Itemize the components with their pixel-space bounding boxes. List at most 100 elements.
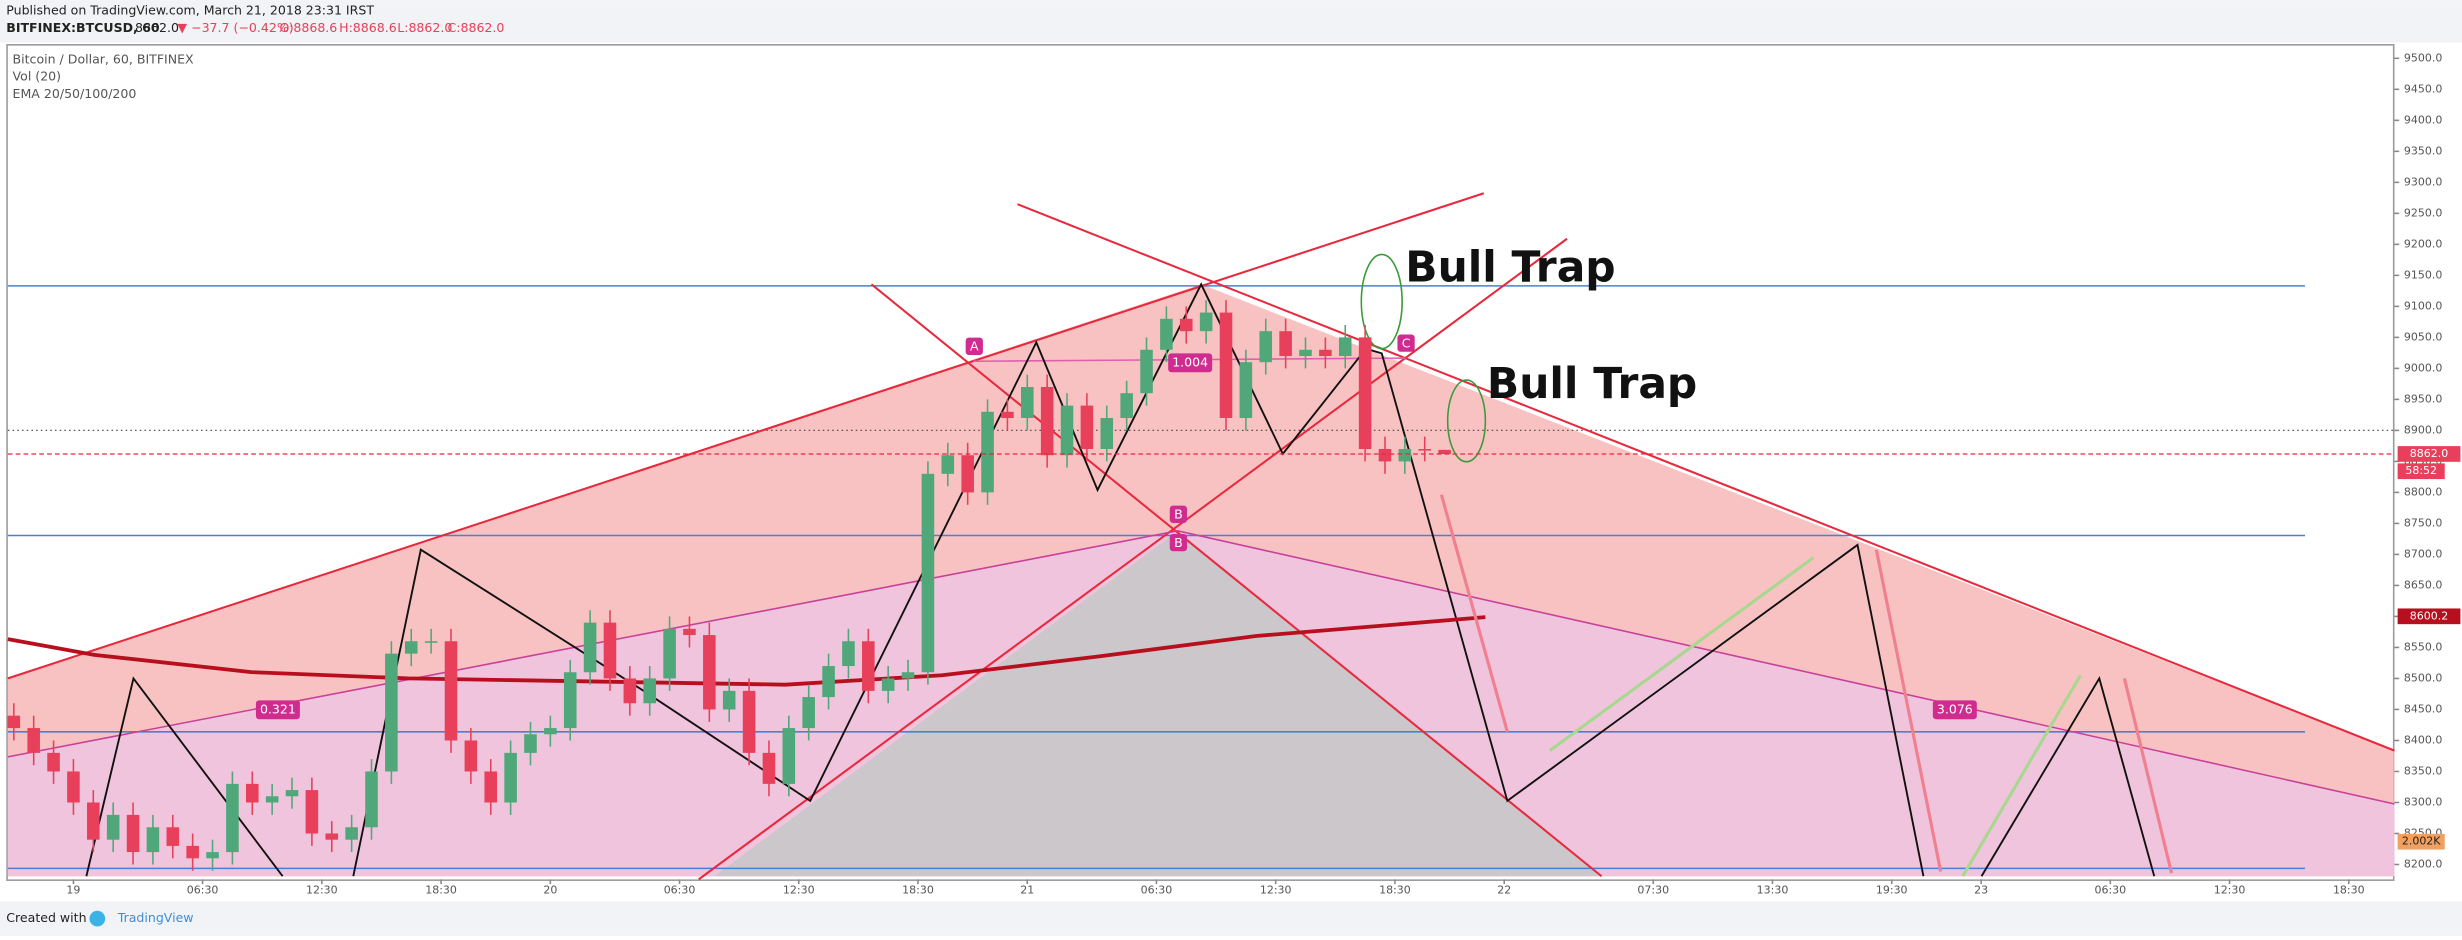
candle-body (1179, 318, 1193, 332)
candle-body (1279, 331, 1292, 356)
arrow (1961, 674, 2082, 878)
y-tick-label: 8700.0 (2404, 547, 2442, 560)
x-tick-label: 23 (1974, 883, 1988, 896)
label: 3.076 (1937, 701, 1973, 716)
candle-body (504, 752, 517, 803)
y-tick-label: 9300.0 (2404, 175, 2442, 188)
legend-item: Bitcoin / Dollar, 60, BITFINEX (13, 51, 195, 66)
trend-line (1017, 203, 2395, 752)
candle-body (842, 641, 855, 667)
candle-body (424, 641, 438, 643)
y-tick-label: 9500.0 (2404, 51, 2442, 64)
label-box (1169, 533, 1188, 552)
candle-body (166, 827, 180, 846)
x-tick-label: 18:30 (902, 883, 934, 896)
zigzag (1980, 676, 2156, 877)
y-tick-label: 8500.0 (2404, 671, 2442, 684)
x-tick-label: 22 (1497, 883, 1511, 896)
volume-tag (2397, 833, 2445, 850)
y-tick-label: 8550.0 (2404, 640, 2442, 653)
candle-body (524, 734, 537, 753)
ohlc-close: C:8862.0 (447, 20, 504, 35)
arrow (1874, 549, 1943, 872)
candle-body (1338, 337, 1352, 356)
label: B (1174, 535, 1183, 550)
ohlc-open: O:8868.6 (279, 20, 337, 35)
x-tick-label: 13:30 (1757, 883, 1789, 896)
candle-body (663, 628, 676, 679)
ema-tag-label: 8600.2 (2410, 609, 2448, 622)
candle-body (186, 845, 199, 859)
candle-body (7, 715, 21, 729)
price-tag-label: 8862.0 (2410, 447, 2448, 460)
pattern-labels: A B B C 1.004 0.321 3.076 (255, 334, 1977, 720)
trend-line (870, 283, 1603, 878)
ohlc-high: H:8868.6 (339, 20, 397, 35)
label: C (1402, 335, 1411, 350)
x-tick-label: 06:30 (187, 883, 219, 896)
logo (89, 910, 106, 927)
label: 1.004 (1172, 354, 1208, 369)
zone-gray (714, 530, 1602, 877)
candle-body (404, 641, 418, 654)
annotation: Bull Trap (1487, 359, 1697, 408)
candle-body (762, 752, 776, 784)
x-tick-label: 20 (543, 883, 557, 896)
legend-item: Vol (20) (13, 69, 62, 84)
candle-body (245, 783, 259, 803)
candle-body (901, 672, 915, 679)
candle-body (265, 796, 279, 803)
annotation: Bull Trap (1405, 243, 1615, 292)
candle-body (47, 752, 60, 772)
candle-body (325, 833, 339, 840)
y-tick-label: 8750.0 (2404, 516, 2442, 529)
candle-body (1319, 349, 1332, 356)
ohlc-low: L:8862.0 (397, 20, 452, 35)
x-tick-label: 18:30 (2333, 883, 2365, 896)
candle-body (822, 666, 835, 698)
candle-body (1199, 312, 1213, 332)
candle-body (1358, 337, 1372, 450)
candle-body (881, 678, 895, 691)
x-tick-label: 07:30 (1637, 883, 1669, 896)
symbol: BITFINEX:BTCUSD, 60 (6, 20, 160, 35)
x-tick-label: 06:30 (2094, 883, 2126, 896)
label-box (965, 337, 983, 355)
candle-body (484, 771, 498, 803)
y-tick-label: 8800.0 (2404, 485, 2442, 498)
candle-body (1001, 411, 1014, 418)
y-tick-label: 9200.0 (2404, 237, 2442, 250)
countdown: 58:52 (2405, 464, 2437, 477)
y-tick-label: 9450.0 (2404, 82, 2442, 95)
y-tick-label: 9000.0 (2404, 361, 2442, 374)
candle-body (782, 728, 796, 784)
candle-body (106, 814, 120, 840)
ellipse (1360, 253, 1403, 350)
candle-body (583, 622, 597, 673)
y-tick-label: 9100.0 (2404, 299, 2442, 312)
candle-body (961, 455, 974, 493)
candle-body (87, 802, 100, 840)
label-box (255, 700, 300, 720)
ellipse (1446, 379, 1487, 463)
candle-body (126, 814, 140, 853)
candle-body (1418, 449, 1432, 451)
candle-body (1160, 318, 1173, 350)
footer-text: Created with (6, 910, 86, 925)
candle-body (305, 790, 319, 834)
candle-body (146, 827, 160, 853)
candle-body (226, 783, 239, 853)
label: 0.321 (260, 701, 296, 716)
label-box (1168, 353, 1213, 373)
candle-body (703, 635, 716, 710)
candle-body (27, 728, 40, 753)
footer-brand[interactable]: TradingView (117, 910, 194, 925)
y-tick-label: 9400.0 (2404, 113, 2442, 126)
x-tick-label: 06:30 (1141, 883, 1173, 896)
ema-tag (2397, 608, 2461, 625)
candle-body (1219, 312, 1233, 418)
published: Published on TradingView.com, March 21, … (6, 3, 374, 18)
candle-body (206, 852, 219, 859)
y-tick-label: 9050.0 (2404, 330, 2442, 343)
